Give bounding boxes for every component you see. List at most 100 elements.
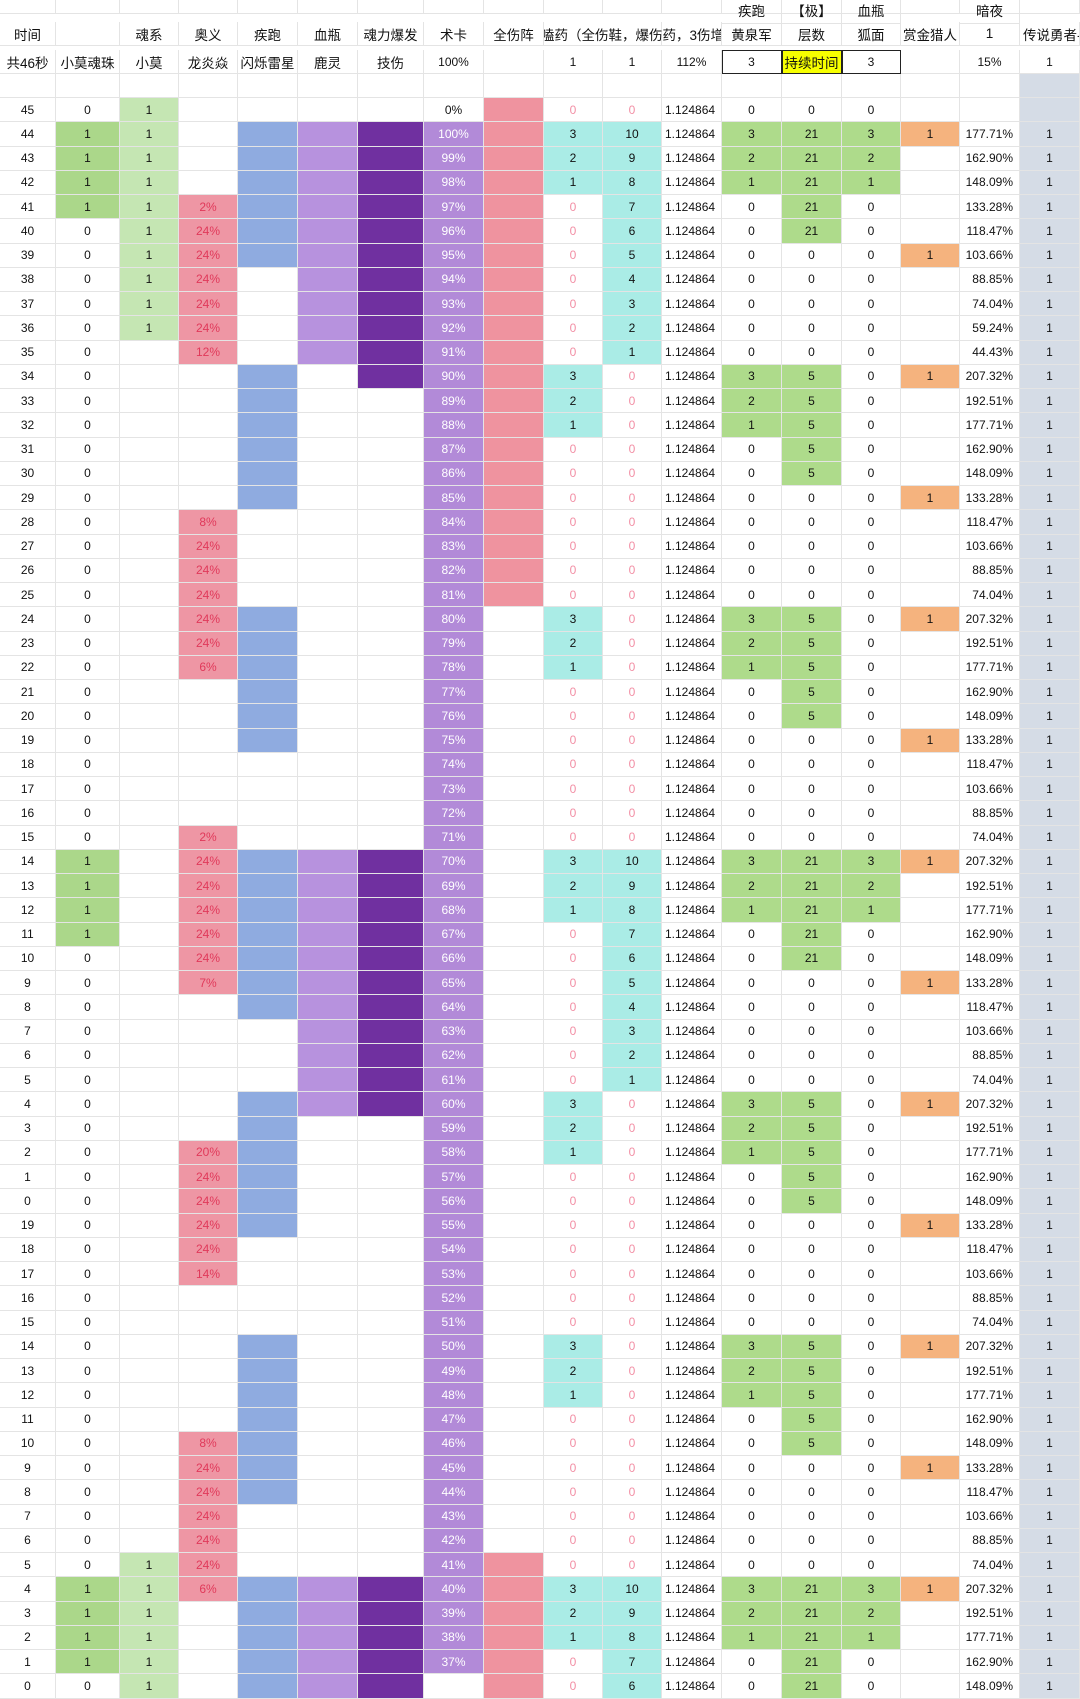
cell-d1[interactable]: 2	[544, 1359, 603, 1384]
cell-coef[interactable]: 1.124864	[662, 1504, 722, 1529]
cell-array[interactable]	[484, 1116, 544, 1141]
cell-b[interactable]: 5	[782, 461, 842, 486]
cell-mys[interactable]: 24%	[179, 316, 238, 341]
cell-potion[interactable]	[298, 655, 358, 680]
header-r1-cell[interactable]	[603, 0, 662, 14]
cell-coef[interactable]: 1.124864	[662, 1140, 722, 1165]
cell-burst[interactable]	[358, 1650, 424, 1675]
cell-pct[interactable]: 93%	[424, 292, 484, 317]
cell-soul[interactable]: 1	[120, 170, 179, 195]
cell-d2[interactable]: 6	[603, 219, 662, 244]
cell-coef[interactable]: 1.124864	[662, 243, 722, 268]
cell-b[interactable]: 5	[782, 1407, 842, 1432]
cell-orb[interactable]: 0	[56, 1310, 120, 1335]
cell-d1[interactable]: 0	[544, 1480, 603, 1505]
cell-leg[interactable]: 1	[1020, 583, 1080, 608]
cell-c[interactable]: 3	[842, 122, 901, 147]
cell-d2[interactable]: 2	[603, 1043, 662, 1068]
cell-a[interactable]: 0	[722, 195, 782, 220]
cell-dmg[interactable]: 103.66%	[960, 243, 1020, 268]
cell-orb[interactable]: 0	[56, 1068, 120, 1093]
cell-mys[interactable]	[179, 995, 238, 1020]
cell-b[interactable]: 21	[782, 922, 842, 947]
cell-soul[interactable]	[120, 1383, 179, 1408]
cell-mys[interactable]	[179, 122, 238, 147]
time-cell[interactable]: 2	[0, 1140, 56, 1165]
time-cell[interactable]: 10	[0, 946, 56, 971]
cell-soul[interactable]: 1	[120, 267, 179, 292]
cell-bounty[interactable]	[901, 631, 960, 656]
cell-d2[interactable]: 2	[603, 316, 662, 341]
cell-dmg[interactable]: 192.51%	[960, 631, 1020, 656]
cell-a[interactable]: 0	[722, 437, 782, 462]
cell-pct[interactable]: 65%	[424, 971, 484, 996]
cell-orb[interactable]: 1	[56, 195, 120, 220]
cell-d2[interactable]: 0	[603, 1310, 662, 1335]
cell-mys[interactable]: 24%	[179, 219, 238, 244]
cell-soul[interactable]	[120, 1140, 179, 1165]
cell-leg[interactable]: 1	[1020, 946, 1080, 971]
cell-b[interactable]: 0	[782, 1553, 842, 1578]
cell-burst[interactable]	[358, 704, 424, 729]
header-r3-cell[interactable]: 共46秒	[0, 50, 56, 74]
cell-soul[interactable]: 1	[120, 219, 179, 244]
cell-dmg[interactable]: 162.90%	[960, 1650, 1020, 1675]
cell-burst[interactable]	[358, 1189, 424, 1214]
cell-burst[interactable]	[358, 680, 424, 705]
cell-potion[interactable]	[298, 437, 358, 462]
cell-leg[interactable]: 1	[1020, 1043, 1080, 1068]
time-cell[interactable]: 34	[0, 364, 56, 389]
cell-bounty[interactable]	[901, 1262, 960, 1287]
time-cell[interactable]: 16	[0, 801, 56, 826]
cell-pct[interactable]: 38%	[424, 1625, 484, 1650]
cell-coef[interactable]: 1.124864	[662, 583, 722, 608]
cell-bounty[interactable]	[901, 680, 960, 705]
cell-leg[interactable]: 1	[1020, 1431, 1080, 1456]
cell-a[interactable]: 2	[722, 631, 782, 656]
cell-bounty[interactable]: 1	[901, 1213, 960, 1238]
cell-c[interactable]: 3	[842, 849, 901, 874]
cell-leg[interactable]: 1	[1020, 1577, 1080, 1602]
cell-pct[interactable]: 54%	[424, 1237, 484, 1262]
cell-burst[interactable]	[358, 461, 424, 486]
cell-pct[interactable]: 40%	[424, 1577, 484, 1602]
cell-array[interactable]	[484, 1504, 544, 1529]
cell-d1[interactable]: 0	[544, 1019, 603, 1044]
cell-burst[interactable]	[358, 1334, 424, 1359]
cell-array[interactable]	[484, 1237, 544, 1262]
cell-a[interactable]: 0	[722, 995, 782, 1020]
time-cell[interactable]: 30	[0, 461, 56, 486]
cell-potion[interactable]	[298, 558, 358, 583]
cell-c[interactable]: 0	[842, 1262, 901, 1287]
cell-c[interactable]: 0	[842, 995, 901, 1020]
time-cell[interactable]: 14	[0, 849, 56, 874]
cell-soul[interactable]	[120, 849, 179, 874]
cell-d1[interactable]: 3	[544, 364, 603, 389]
cell-array[interactable]	[484, 122, 544, 147]
cell-coef[interactable]: 1.124864	[662, 292, 722, 317]
cell-d2[interactable]: 0	[603, 389, 662, 414]
cell-d2[interactable]: 0	[603, 655, 662, 680]
cell-sprint[interactable]	[238, 1674, 298, 1699]
cell-pct[interactable]: 72%	[424, 801, 484, 826]
cell-orb[interactable]: 0	[56, 413, 120, 438]
cell-soul[interactable]: 1	[120, 292, 179, 317]
cell-bounty[interactable]: 1	[901, 243, 960, 268]
cell-mys[interactable]	[179, 1601, 238, 1626]
cell-array[interactable]	[484, 1092, 544, 1117]
cell-potion[interactable]	[298, 1213, 358, 1238]
cell-a[interactable]: 0	[722, 1286, 782, 1311]
cell-potion[interactable]	[298, 1528, 358, 1553]
cell-sprint[interactable]	[238, 728, 298, 753]
cell-d1[interactable]: 0	[544, 1262, 603, 1287]
cell-a[interactable]: 0	[722, 1553, 782, 1578]
cell-pct[interactable]: 89%	[424, 389, 484, 414]
cell-d2[interactable]: 0	[603, 1262, 662, 1287]
time-cell[interactable]: 19	[0, 1213, 56, 1238]
cell-burst[interactable]	[358, 728, 424, 753]
cell-burst[interactable]	[358, 1068, 424, 1093]
blank-cell[interactable]	[960, 74, 1020, 98]
time-cell[interactable]: 11	[0, 1407, 56, 1432]
cell-dmg[interactable]: 177.71%	[960, 122, 1020, 147]
cell-c[interactable]: 0	[842, 777, 901, 802]
